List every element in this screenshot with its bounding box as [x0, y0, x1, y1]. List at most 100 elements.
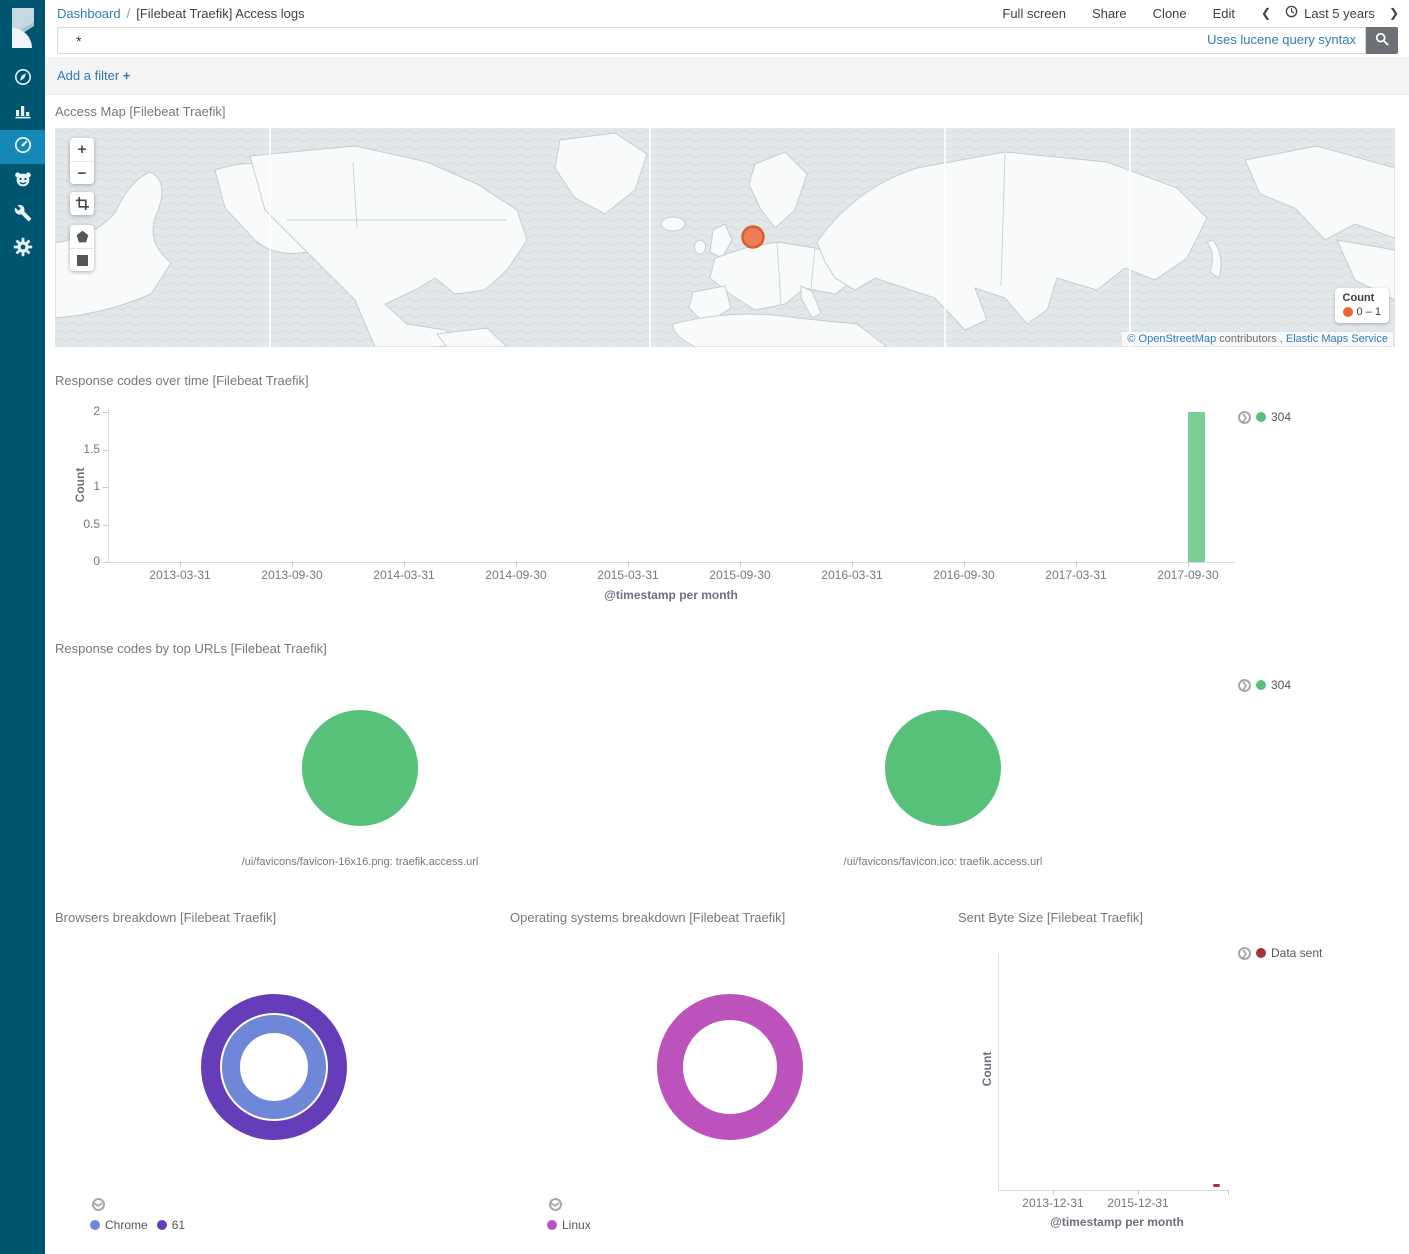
time-back-icon[interactable]: ❮ [1261, 6, 1272, 20]
sb-x-axis [998, 1190, 1228, 1191]
compass-icon [13, 67, 33, 92]
sidebar-item-discover[interactable] [0, 62, 45, 96]
sb-y-axis [998, 953, 999, 1191]
time-navigation: ❮ Last 5 years ❯ [1261, 5, 1399, 21]
edit-button[interactable]: Edit [1212, 5, 1236, 21]
query-bar: Uses lucene query syntax [57, 27, 1398, 54]
pie-favicon-ico[interactable] [885, 710, 1001, 826]
rc-x-tick-label: 2013-03-31 [149, 568, 211, 582]
breadcrumb-current: [Filebeat Traefik] Access logs [136, 5, 305, 21]
elastic-maps-link[interactable]: Elastic Maps Service [1285, 333, 1388, 345]
sb-legend: ❯ Data sent [1238, 946, 1322, 960]
map-draw-controls [70, 225, 94, 271]
rc-x-tick-label: 2014-09-30 [485, 568, 547, 582]
rc-legend: ❯ 304 [1238, 410, 1291, 424]
rc-x-tick-label: 2016-03-31 [821, 568, 883, 582]
sidebar-item-dashboard[interactable] [0, 130, 45, 164]
bar-chart-icon [13, 101, 33, 126]
map-fit-bounds-button[interactable] [70, 192, 94, 215]
breadcrumb: Dashboard / [Filebeat Traefik] Access lo… [57, 6, 305, 21]
browsers-legend: Chrome 61 [90, 1218, 185, 1232]
urls-legend-label-304[interactable]: 304 [1271, 678, 1292, 692]
gauge-icon [13, 135, 33, 160]
browsers-legend-toggle: ❯ [92, 1198, 105, 1211]
breadcrumb-separator: / [126, 5, 131, 21]
legend-collapse-icon[interactable]: ❯ [549, 1198, 562, 1211]
map-fit-control [70, 192, 94, 215]
rc-x-tick-label: 2017-03-31 [1045, 568, 1107, 582]
map-zoom-out-button[interactable]: − [70, 161, 94, 184]
lucene-syntax-link[interactable]: Uses lucene query syntax [1207, 32, 1356, 47]
add-filter-button[interactable]: Add a filter + [57, 68, 131, 83]
bar-304[interactable] [1188, 412, 1205, 562]
search-button[interactable] [1366, 27, 1398, 54]
rc-x-tick-label: 2015-03-31 [597, 568, 659, 582]
search-input[interactable] [57, 27, 1366, 54]
rc-x-tick-label: 2016-09-30 [933, 568, 995, 582]
browsers-legend-dot-chrome [90, 1220, 100, 1230]
filter-bar: Add a filter + [45, 57, 1409, 95]
sidebar-nav [0, 62, 45, 266]
os-donut-linux[interactable] [657, 994, 803, 1140]
top-urls-title: Response codes by top URLs [Filebeat Tra… [55, 641, 327, 656]
sb-legend-label-data-sent[interactable]: Data sent [1271, 946, 1323, 960]
legend-expand-icon[interactable]: ❯ [1238, 946, 1251, 960]
rectangle-icon [76, 254, 88, 266]
sb-point-Data sent[interactable] [1212, 1184, 1220, 1187]
access-map[interactable]: + − Count 0 – 1 © OpenStreetMap contribu [55, 128, 1395, 347]
browsers-legend-label-chrome[interactable]: Chrome [105, 1218, 148, 1232]
kibana-logo[interactable] [0, 0, 45, 56]
browsers-legend-dot-61 [156, 1220, 167, 1230]
pie-favicon-16x16[interactable] [302, 710, 418, 826]
time-forward-icon[interactable]: ❯ [1388, 6, 1399, 20]
rc-y-tick-label: 1.5 [83, 441, 100, 456]
sb-legend-dot-data-sent [1256, 948, 1266, 958]
response-codes-title: Response codes over time [Filebeat Traef… [55, 373, 309, 388]
clock-icon [1285, 5, 1298, 21]
os-title: Operating systems breakdown [Filebeat Tr… [510, 910, 786, 925]
map-attribution: © OpenStreetMap contributors , Elastic M… [1122, 332, 1393, 346]
legend-expand-icon[interactable]: ❯ [1238, 678, 1251, 692]
rc-x-tick-label: 2015-09-30 [709, 568, 771, 582]
browsers-donut-inner-chrome[interactable] [222, 1015, 326, 1119]
plus-icon: + [122, 68, 131, 83]
top-actions: Full screen Share Clone Edit ❮ Last 5 ye… [1002, 5, 1399, 21]
urls-legend: ❯ 304 [1238, 678, 1291, 692]
pie-label-favicon-ico: /ui/favicons/favicon.ico: traefik.access… [843, 856, 1043, 868]
sidebar-item-management[interactable] [0, 232, 45, 266]
clone-button[interactable]: Clone [1152, 5, 1187, 21]
map-draw-polygon-button[interactable] [70, 225, 94, 248]
time-picker[interactable]: Last 5 years [1285, 5, 1375, 21]
sidebar-item-dev-tools[interactable] [0, 198, 45, 232]
rc-x-axis [108, 562, 1235, 563]
wrench-icon [14, 204, 32, 227]
breadcrumb-dashboard-link[interactable]: Dashboard [57, 5, 121, 21]
sidebar-item-visualize[interactable] [0, 96, 45, 130]
world-map [55, 128, 1395, 347]
legend-expand-icon[interactable]: ❯ [1238, 410, 1251, 424]
query-input-wrap: Uses lucene query syntax [57, 27, 1366, 54]
browsers-legend-label-61[interactable]: 61 [171, 1218, 186, 1232]
time-picker-label: Last 5 years [1304, 5, 1375, 21]
openstreetmap-link[interactable]: © OpenStreetMap [1127, 333, 1217, 345]
os-legend-toggle: ❯ [549, 1198, 562, 1211]
map-draw-rectangle-button[interactable] [70, 248, 94, 271]
rc-x-tick-label: 2014-03-31 [373, 568, 435, 582]
sidebar-item-timelion[interactable] [0, 164, 45, 198]
map-zoom-in-button[interactable]: + [70, 138, 94, 161]
rc-y-axis-title: Count [73, 467, 87, 503]
access-map-title: Access Map [Filebeat Traefik] [55, 104, 226, 119]
rc-legend-dot-304 [1256, 412, 1266, 422]
map-legend-dot [1342, 307, 1353, 317]
map-marker[interactable] [741, 225, 765, 249]
share-button[interactable]: Share [1091, 5, 1127, 21]
os-legend-label-linux[interactable]: Linux [562, 1218, 591, 1232]
legend-collapse-icon[interactable]: ❯ [92, 1198, 105, 1211]
map-legend-range: 0 – 1 [1356, 306, 1381, 318]
full-screen-button[interactable]: Full screen [1002, 5, 1066, 21]
rc-legend-label-304[interactable]: 304 [1271, 410, 1292, 424]
map-zoom-controls: + − [70, 138, 94, 184]
browsers-title: Browsers breakdown [Filebeat Traefik] [55, 910, 277, 925]
rc-x-tick-label: 2017-09-30 [1157, 568, 1219, 582]
